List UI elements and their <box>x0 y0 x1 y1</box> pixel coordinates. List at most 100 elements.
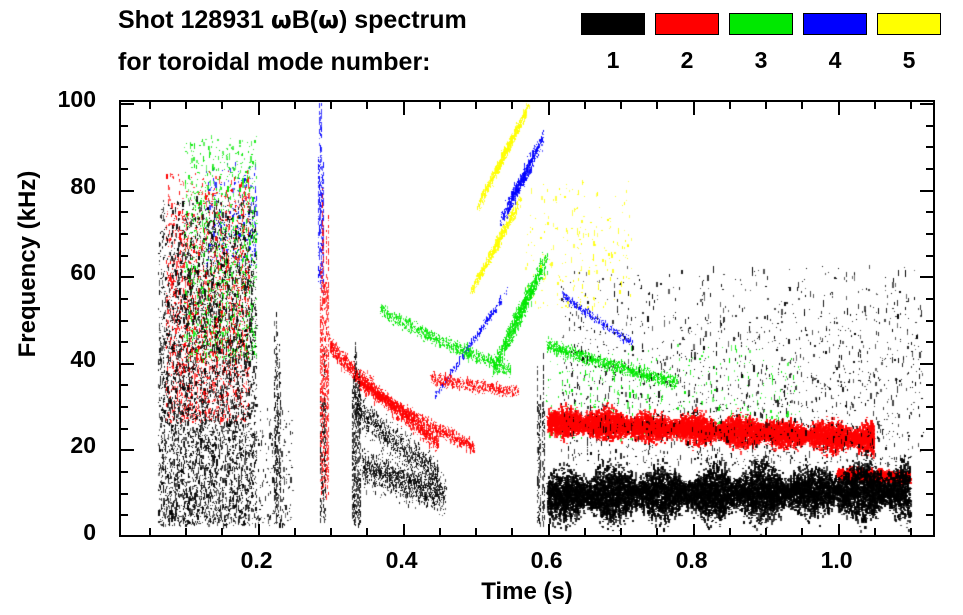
x-minor-tick-top <box>620 102 623 109</box>
legend-label-mode-4: 4 <box>828 47 842 73</box>
y-minor-tick-right <box>926 492 933 495</box>
y-major-tick-right <box>920 449 933 452</box>
y-major-tick-right <box>920 276 933 279</box>
y-tick-label: 20 <box>70 432 96 459</box>
x-minor-tick <box>765 528 768 535</box>
y-minor-tick-right <box>926 427 933 430</box>
x-minor-tick-top <box>728 102 731 109</box>
x-major-tick <box>547 524 550 535</box>
x-major-tick-top <box>547 102 550 115</box>
figure-title-line-1: Shot 128931 ωB(ω) spectrum <box>118 6 467 35</box>
y-tick-label: 0 <box>83 519 96 545</box>
x-major-tick <box>692 524 695 535</box>
x-minor-tick <box>656 528 659 535</box>
x-tick-label: 0.8 <box>675 547 708 573</box>
y-minor-tick-right <box>926 297 933 300</box>
legend-label-mode-2: 2 <box>680 47 694 73</box>
x-minor-tick <box>438 528 441 535</box>
x-minor-tick-top <box>330 102 333 109</box>
x-minor-tick <box>221 528 224 535</box>
x-major-tick-top <box>257 102 260 115</box>
x-minor-tick <box>873 528 876 535</box>
y-minor-tick <box>121 514 128 517</box>
x-minor-tick <box>185 528 188 535</box>
x-major-tick <box>257 524 260 535</box>
legend-swatch-mode-4 <box>803 13 867 35</box>
x-major-tick-top <box>837 102 840 115</box>
y-tick-label: 100 <box>57 86 96 112</box>
y-minor-tick-right <box>926 124 933 127</box>
x-minor-tick <box>583 528 586 535</box>
omega-symbol-2: ω <box>318 6 339 34</box>
y-tick-label: 60 <box>70 259 96 286</box>
x-tick-label: 0.2 <box>240 547 273 573</box>
y-minor-tick-right <box>926 471 933 474</box>
y-major-tick <box>121 103 134 105</box>
y-minor-tick-right <box>926 146 933 149</box>
x-minor-tick-top <box>185 102 188 109</box>
y-major-tick <box>121 449 134 452</box>
legend-item-mode-4: 4 <box>803 13 867 73</box>
y-major-tick-right <box>920 362 933 365</box>
x-minor-tick-top <box>656 102 659 109</box>
x-minor-tick <box>511 528 514 535</box>
x-minor-tick <box>330 528 333 535</box>
y-minor-tick <box>121 427 128 430</box>
y-minor-tick-right <box>926 167 933 170</box>
x-minor-tick-top <box>438 102 441 109</box>
spectrogram-canvas <box>121 102 933 535</box>
x-major-tick <box>402 524 405 535</box>
y-major-tick <box>121 362 134 365</box>
y-minor-tick <box>121 341 128 344</box>
omega-symbol-1: ω <box>270 6 292 34</box>
y-minor-tick-right <box>926 341 933 344</box>
x-minor-tick-top <box>765 102 768 109</box>
x-axis-labels: 0.2 0.4 0.6 0.8 1.0 <box>119 545 935 579</box>
legend-item-mode-2: 2 <box>655 13 719 73</box>
y-major-tick-right <box>920 536 933 537</box>
y-minor-tick-right <box>926 254 933 257</box>
x-minor-tick <box>366 528 369 535</box>
x-tick-label: 0.4 <box>385 547 418 573</box>
legend-item-mode-3: 3 <box>729 13 793 73</box>
y-minor-tick <box>121 167 128 170</box>
x-tick-label: 0.6 <box>530 547 563 573</box>
y-minor-tick-right <box>926 211 933 214</box>
figure-title-line-2: for toroidal mode number: <box>118 48 431 76</box>
legend-label-mode-1: 1 <box>606 47 620 73</box>
y-major-tick-right <box>920 103 933 105</box>
y-tick-label: 80 <box>70 172 96 199</box>
y-major-tick <box>121 189 134 192</box>
x-minor-tick <box>728 528 731 535</box>
y-minor-tick-right <box>926 406 933 409</box>
title-spectrum-text: ) spectrum <box>338 6 467 34</box>
y-tick-label: 40 <box>70 345 96 372</box>
x-minor-tick-top <box>801 102 804 109</box>
x-minor-tick <box>475 528 478 535</box>
y-axis-labels: 0 20 40 60 80 100 <box>0 86 110 545</box>
x-minor-tick-top <box>475 102 478 109</box>
spectrogram-plot-area <box>119 100 935 537</box>
x-minor-tick <box>148 528 151 535</box>
y-axis-title: Frequency (kHz) <box>14 170 41 358</box>
mode-number-legend: 1 2 3 4 5 <box>581 13 953 91</box>
x-minor-tick-top <box>511 102 514 109</box>
legend-item-mode-5: 5 <box>877 13 941 73</box>
x-minor-tick-top <box>148 102 151 109</box>
y-minor-tick <box>121 146 128 149</box>
x-minor-tick <box>801 528 804 535</box>
y-minor-tick <box>121 232 128 235</box>
legend-swatch-mode-5 <box>877 13 941 35</box>
title-b-text: B( <box>291 6 319 34</box>
legend-swatch-mode-1 <box>581 13 645 35</box>
x-minor-tick <box>293 528 296 535</box>
y-major-tick <box>121 536 134 537</box>
x-tick-label: 1.0 <box>820 547 853 573</box>
legend-item-mode-1: 1 <box>581 13 645 73</box>
y-major-tick-right <box>920 189 933 192</box>
y-minor-tick <box>121 211 128 214</box>
y-major-tick <box>121 276 134 279</box>
y-minor-tick <box>121 406 128 409</box>
legend-label-mode-3: 3 <box>754 47 768 73</box>
